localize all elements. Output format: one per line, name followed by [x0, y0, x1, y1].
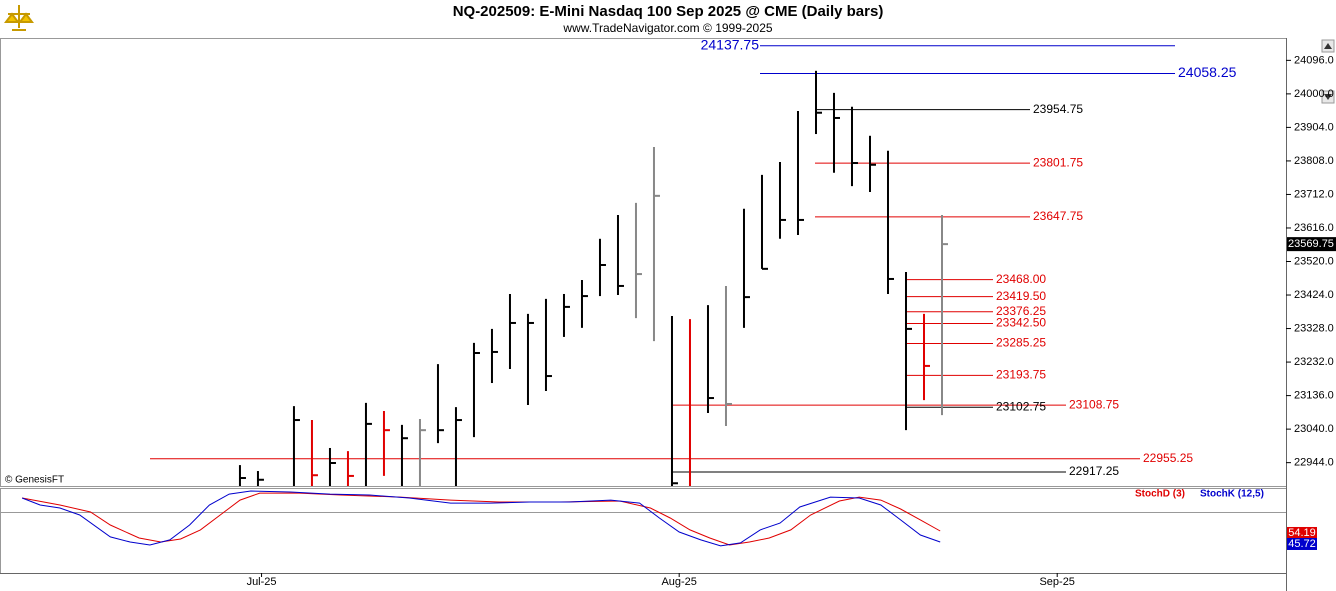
legend-entry: StochK (12,5): [1200, 489, 1264, 500]
last-value-box: [1287, 526, 1317, 539]
chart-subtitle: www.TradeNavigator.com © 1999-2025: [562, 21, 772, 35]
level-label: 23376.25: [996, 304, 1046, 318]
y-tick-label: 22944.0: [1294, 457, 1334, 469]
y-tick-label: 23904.0: [1294, 121, 1334, 133]
level-label: 23108.75: [1069, 397, 1119, 411]
stoch-line: [21, 490, 941, 547]
x-tick-label: Aug-25: [661, 576, 696, 588]
level-label: 23954.75: [1033, 102, 1083, 116]
x-tick-label: Sep-25: [1039, 576, 1074, 588]
level-label: 23102.75: [996, 399, 1046, 413]
y-tick-label: 23040.0: [1294, 423, 1334, 435]
level-label: 23647.75: [1033, 209, 1083, 223]
stoch-plot: [21, 490, 941, 547]
last-value-label: 45.72: [1288, 538, 1316, 550]
y-tick-label: 23520.0: [1294, 255, 1334, 267]
price-plot: [150, 45, 1175, 486]
y-tick-label: 23616.0: [1294, 222, 1334, 234]
y-tick-label: 24000.0: [1294, 88, 1334, 100]
chart-title: NQ-202509: E-Mini Nasdaq 100 Sep 2025 @ …: [453, 3, 884, 20]
level-label: 23193.75: [996, 368, 1046, 382]
y-tick-label: 23328.0: [1294, 322, 1334, 334]
last-value-label: 54.19: [1288, 527, 1316, 539]
level-label: 23285.25: [996, 336, 1046, 350]
level-label: 22955.25: [1143, 451, 1193, 465]
legend-entry: StochD (3): [1135, 489, 1185, 500]
last-value-box: [1287, 537, 1317, 550]
level-label: 23419.50: [996, 289, 1046, 303]
y-tick-label: 23808.0: [1294, 155, 1334, 167]
y-tick-label: 23712.0: [1294, 188, 1334, 200]
level-label: 23801.75: [1033, 155, 1083, 169]
last-price-box: [1287, 237, 1336, 252]
level-label: 24137.75: [701, 36, 760, 52]
x-tick-label: Jul-25: [247, 576, 277, 588]
scroll-buttons[interactable]: [1321, 39, 1335, 104]
y-tick-label: 23136.0: [1294, 390, 1334, 402]
level-label: 23342.50: [996, 316, 1046, 330]
watermark: © GenesisFT: [5, 475, 64, 486]
last-price-label: 23569.75: [1288, 238, 1334, 250]
level-label: 23468.00: [996, 272, 1046, 286]
y-tick-label: 24096.0: [1294, 54, 1334, 66]
level-label: 24058.25: [1178, 64, 1237, 80]
y-tick-label: 23232.0: [1294, 356, 1334, 368]
level-label: 22917.25: [1069, 464, 1119, 478]
y-tick-label: 23424.0: [1294, 289, 1334, 301]
logo: [3, 3, 35, 33]
